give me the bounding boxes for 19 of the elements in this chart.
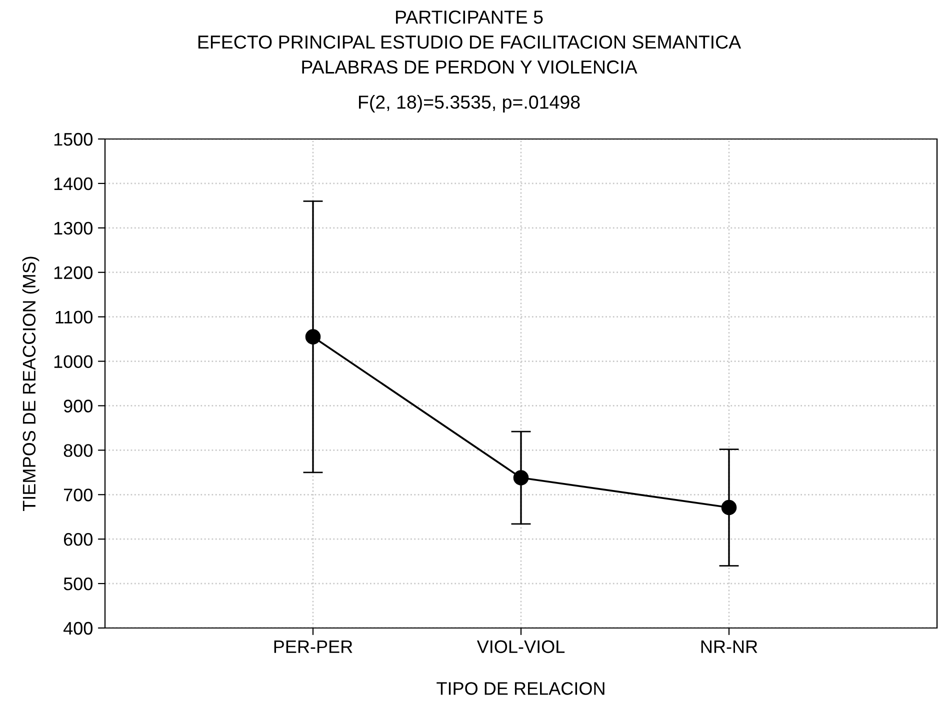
x-tick-label: VIOL-VIOL	[476, 640, 565, 654]
chart-title: PARTICIPANTE 5 EFECTO PRINCIPAL ESTUDIO DE FACILITACION SEMANTICA PALABRAS DE PERDON Y VIOLENCIA	[198, 10, 742, 74]
y-tick-label: 1300	[54, 222, 92, 235]
y-tick-label: 400	[63, 622, 92, 635]
chart-subtitle: F(2, 18)=5.3535, p=.01498	[359, 95, 580, 112]
y-tick-label: 1500	[54, 132, 92, 146]
y-tick-label: 900	[64, 400, 92, 412]
y-tick-label: 700	[64, 488, 92, 502]
y-tick-label: 1000	[54, 355, 92, 368]
y-tick-label: 1200	[54, 266, 92, 280]
y-tick-label: 1100	[56, 310, 92, 324]
y-tick-label: 500	[64, 577, 92, 590]
x-tick-label: PER-PER	[274, 640, 352, 653]
y-tick-label: 800	[64, 444, 92, 457]
y-axis-title: TIEMPOS DE REACCION (MS)	[22, 256, 40, 511]
x-tick-label: NR-NR	[701, 640, 758, 653]
y-tick-label: 600	[64, 533, 92, 546]
x-axis-title: TIPO DE RELACION	[436, 682, 604, 695]
y-tick-label: 1400	[54, 177, 92, 190]
